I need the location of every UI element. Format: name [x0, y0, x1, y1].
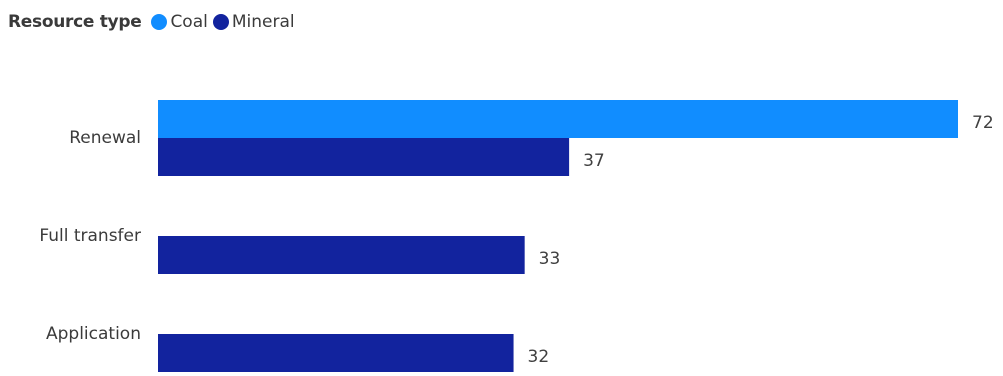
bar-mineral-renewal[interactable]	[158, 138, 570, 176]
data-label-coal-renewal: 72	[972, 113, 994, 133]
category-label-application: Application	[46, 324, 141, 344]
legend-marker-coal	[151, 14, 168, 30]
data-label-mineral-renewal: 37	[583, 151, 605, 171]
legend-title: Resource type	[8, 12, 142, 32]
bar-mineral-application[interactable]	[158, 334, 514, 372]
legend-item-coal[interactable]: Coal	[151, 12, 208, 32]
bar-coal-renewal[interactable]	[158, 100, 958, 138]
data-label-mineral-application: 32	[528, 347, 550, 367]
legend: Resource type Coal Mineral	[8, 9, 300, 35]
data-label-mineral-full-transfer: 33	[539, 249, 561, 269]
legend-item-mineral[interactable]: Mineral	[212, 12, 295, 32]
legend-label-mineral: Mineral	[231, 12, 295, 32]
category-label-full-transfer: Full transfer	[39, 226, 141, 246]
bar-mineral-full-transfer[interactable]	[158, 236, 525, 274]
category-label-renewal: Renewal	[69, 128, 141, 148]
legend-marker-mineral	[212, 14, 229, 30]
legend-label-coal: Coal	[170, 12, 208, 32]
